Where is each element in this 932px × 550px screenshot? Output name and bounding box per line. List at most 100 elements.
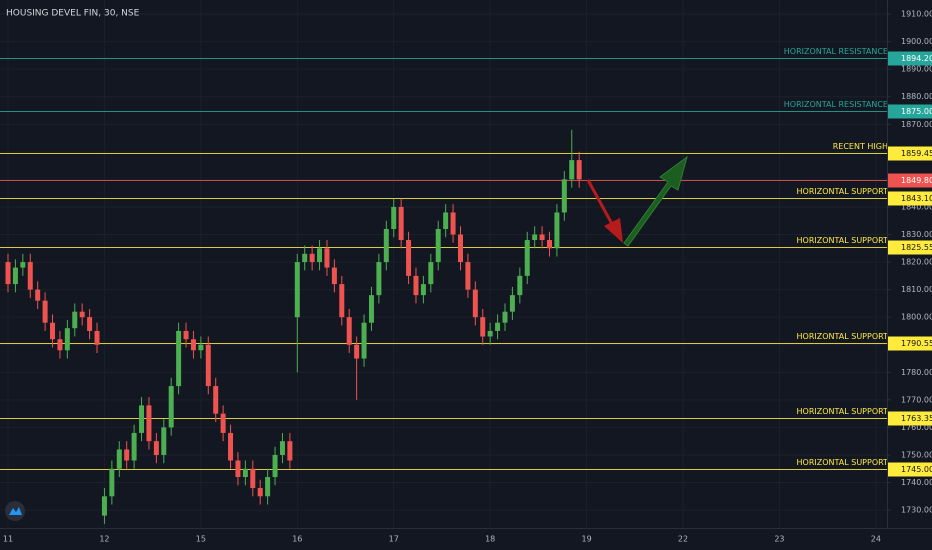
arrow — [623, 155, 688, 247]
candle-body — [354, 344, 360, 359]
candle-body — [72, 311, 78, 329]
price-box — [888, 336, 932, 351]
candle-body — [146, 405, 152, 442]
price-box — [888, 411, 932, 426]
candle-body — [79, 311, 85, 318]
price-line-label: HORIZONTAL RESISTANCE — [784, 47, 888, 56]
candle-body — [198, 344, 204, 351]
candle-body — [131, 432, 137, 461]
x-tick-label: 22 — [678, 535, 688, 544]
candle-body — [539, 234, 545, 241]
candle-body — [101, 496, 107, 516]
candle-body — [546, 240, 552, 249]
candle-body — [331, 267, 337, 285]
candle-body — [235, 460, 241, 478]
y-tick-label: 1830.00 — [901, 230, 932, 239]
candle-body — [420, 284, 426, 296]
y-tick-label: 1900.00 — [901, 37, 932, 46]
candle-body — [190, 339, 196, 351]
price-box — [888, 104, 932, 119]
candle-body — [317, 248, 323, 263]
candle-body — [64, 328, 70, 351]
price-box-label: 1843.10 — [901, 194, 932, 203]
candle-body — [576, 160, 582, 180]
grid — [0, 0, 887, 528]
y-tick-label: 1740.00 — [901, 478, 932, 487]
red-arrow — [586, 179, 623, 243]
candle-body — [428, 262, 434, 285]
y-tick-label: 1840.00 — [901, 202, 932, 211]
candle-body — [42, 300, 48, 323]
y-tick-label: 1730.00 — [901, 506, 932, 515]
x-tick-label: 18 — [485, 535, 495, 544]
y-tick-label: 1800.00 — [901, 313, 932, 322]
price-box-label: 1859.45 — [901, 149, 932, 158]
x-tick-label: 19 — [581, 535, 591, 544]
candle-body — [57, 339, 63, 351]
price-box-label: 1763.35 — [901, 414, 932, 423]
price-box — [888, 51, 932, 66]
price-box-label: 1790.55 — [901, 339, 932, 348]
candle-body — [161, 427, 167, 455]
price-box-label: 1894.20 — [901, 54, 932, 63]
candle-body — [361, 322, 367, 359]
candle-body — [383, 229, 389, 263]
candle-body — [94, 330, 100, 345]
candle-body — [324, 248, 330, 268]
candle-body — [287, 441, 293, 461]
price-box — [888, 462, 932, 477]
candle-body — [398, 206, 404, 241]
candle-body — [116, 449, 122, 469]
candle-body — [183, 330, 189, 340]
candle-body — [213, 386, 219, 414]
candle-body — [139, 405, 145, 433]
candle-body — [554, 212, 560, 249]
candle-body — [242, 468, 248, 478]
candles — [5, 129, 582, 524]
green-arrow — [623, 155, 688, 247]
candle-body — [220, 413, 226, 433]
price-box — [888, 146, 932, 161]
candle-body — [176, 330, 182, 387]
candle-body — [368, 295, 374, 323]
candle-body — [443, 212, 449, 230]
candle-body — [495, 322, 501, 331]
candle-body — [109, 468, 115, 497]
price-box-label: 1825.55 — [901, 243, 932, 252]
price-box-label: 1849.80 — [901, 176, 932, 185]
y-tick-label: 1880.00 — [901, 92, 932, 101]
candle-body — [27, 262, 33, 290]
y-tick-label: 1760.00 — [901, 423, 932, 432]
price-line-label: HORIZONTAL SUPPORT — [797, 236, 889, 245]
candle-body — [20, 262, 26, 268]
price-line-label: HORIZONTAL SUPPORT — [797, 407, 889, 416]
candle-body — [524, 240, 530, 276]
candle-body — [517, 275, 523, 296]
candle-body — [457, 234, 463, 263]
candle-body — [250, 468, 256, 489]
candle-body — [561, 179, 567, 213]
candle-body — [153, 441, 159, 455]
price-box-label: 1745.00 — [901, 465, 932, 474]
candle-body — [272, 454, 278, 478]
y-tick-label: 1810.00 — [901, 285, 932, 294]
candle-body — [265, 477, 271, 497]
y-tick-label: 1890.00 — [901, 65, 932, 74]
candle-body — [257, 488, 263, 497]
candle-body — [376, 262, 382, 296]
logo — [5, 501, 25, 521]
candle-body — [35, 289, 41, 301]
candle-body — [294, 262, 300, 318]
candle-body — [228, 432, 234, 461]
y-tick-label: 1770.00 — [901, 395, 932, 404]
candle-body — [339, 284, 345, 318]
axes: 1730.00 1740.00 1750.00 1760.00 1770.00 1780.… — [3, 10, 932, 544]
price-line-label: HORIZONTAL SUPPORT — [797, 332, 889, 341]
arrow-head — [604, 218, 623, 243]
candle-body — [435, 229, 441, 263]
x-tick-label: 15 — [196, 535, 206, 544]
candle-body — [391, 206, 397, 230]
y-tick-label: 1820.00 — [901, 258, 932, 267]
candle-body — [472, 289, 478, 318]
chart-title: HOUSING DEVEL FIN, 30, NSE — [6, 9, 140, 19]
